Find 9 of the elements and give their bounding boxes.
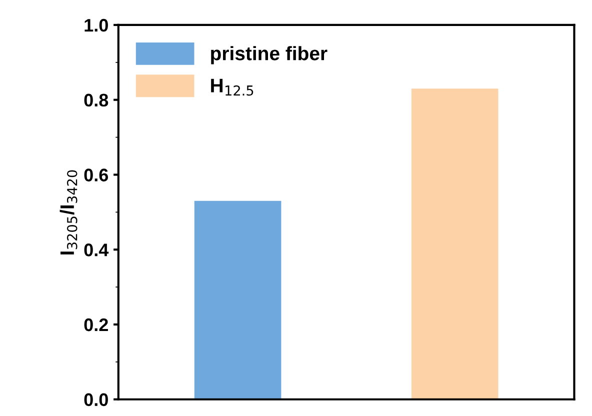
y-tick-label: 0.2 (84, 318, 108, 332)
y-axis-title: I$_{3205}$/I$_{3420}$ (60, 170, 78, 254)
y-tick-label: 0.0 (84, 393, 108, 406)
legend-label: pristine fiber (211, 46, 328, 64)
y-tick-label: 0.8 (84, 94, 108, 107)
legend-label: H$_{12.5}$ (211, 78, 254, 96)
y-tick-label: 1.0 (84, 18, 108, 32)
y-tick-label: 0.6 (84, 168, 108, 182)
y-tick-label: 0.4 (84, 244, 109, 256)
